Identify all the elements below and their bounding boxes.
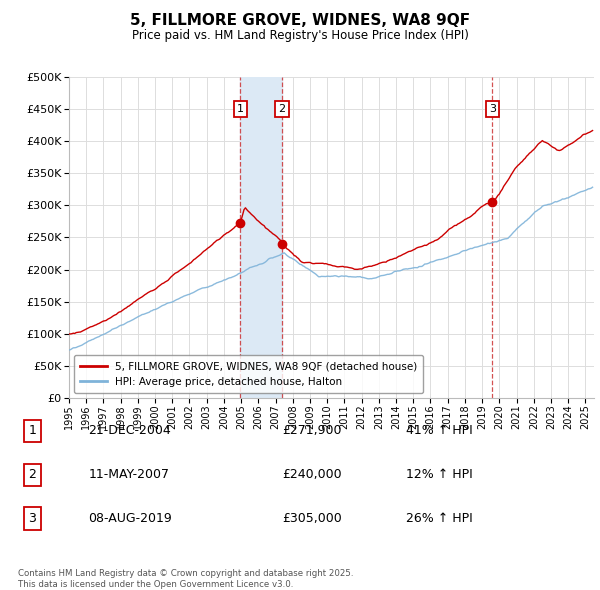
Text: Contains HM Land Registry data © Crown copyright and database right 2025.
This d: Contains HM Land Registry data © Crown c… (18, 569, 353, 589)
Bar (241, 77, 282, 398)
Text: 5, FILLMORE GROVE, WIDNES, WA8 9QF: 5, FILLMORE GROVE, WIDNES, WA8 9QF (130, 13, 470, 28)
Text: 08-AUG-2019: 08-AUG-2019 (88, 512, 172, 525)
Text: 2: 2 (29, 468, 37, 481)
Legend: 5, FILLMORE GROVE, WIDNES, WA8 9QF (detached house), HPI: Average price, detache: 5, FILLMORE GROVE, WIDNES, WA8 9QF (deta… (74, 355, 424, 393)
Text: £240,000: £240,000 (283, 468, 342, 481)
Text: 41% ↑ HPI: 41% ↑ HPI (406, 424, 473, 438)
Text: 26% ↑ HPI: 26% ↑ HPI (406, 512, 473, 525)
Text: 3: 3 (29, 512, 37, 525)
Text: 2: 2 (278, 104, 286, 114)
Text: Price paid vs. HM Land Registry's House Price Index (HPI): Price paid vs. HM Land Registry's House … (131, 30, 469, 42)
Text: 1: 1 (237, 104, 244, 114)
Text: £305,000: £305,000 (283, 512, 342, 525)
Text: 12% ↑ HPI: 12% ↑ HPI (406, 468, 473, 481)
Text: 1: 1 (29, 424, 37, 438)
Text: 3: 3 (489, 104, 496, 114)
Text: 21-DEC-2004: 21-DEC-2004 (88, 424, 171, 438)
Text: 11-MAY-2007: 11-MAY-2007 (88, 468, 169, 481)
Text: £271,900: £271,900 (283, 424, 342, 438)
